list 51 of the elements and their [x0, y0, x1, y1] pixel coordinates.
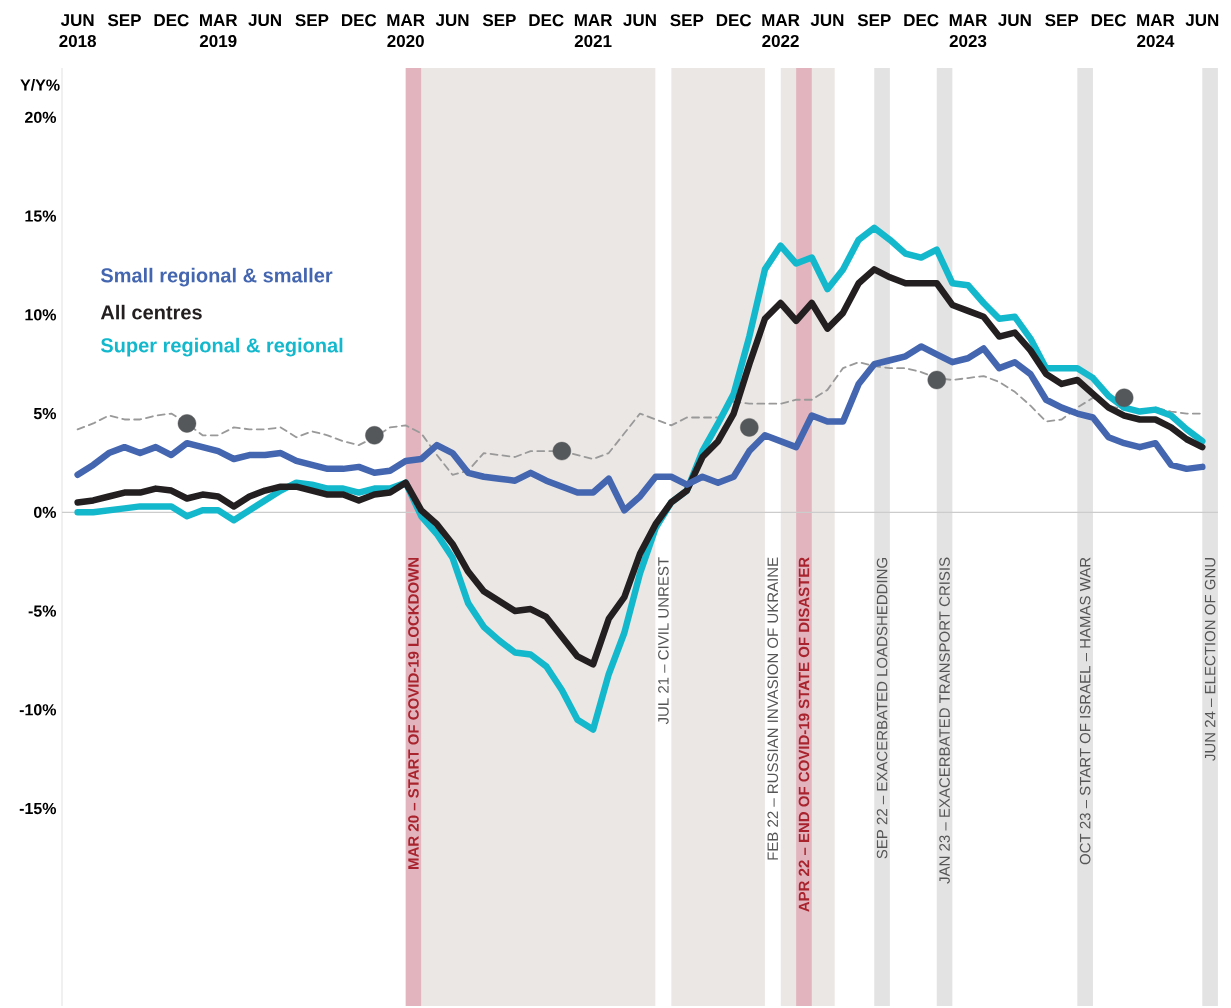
x-tick-label: JUN [1185, 14, 1219, 27]
x-tick-label: JUN 2018 [59, 14, 97, 48]
point [365, 426, 384, 445]
band-label: JAN 23 – EXACERBATED TRANSPORT CRISIS [939, 557, 950, 884]
x-tick-label: SEP [857, 14, 891, 27]
x-tick-label: MAR 2024 [1137, 14, 1175, 48]
x-tick-label: DEC [1091, 14, 1127, 27]
text: Small regional & smaller [100, 267, 333, 287]
x-tick-label: DEC [341, 14, 377, 27]
text: All centres [100, 304, 202, 320]
y-tick-label: 0% [33, 506, 57, 518]
x-tick-label: MAR 2021 [574, 14, 613, 48]
x-tick-label: DEC [154, 14, 189, 27]
x-tick-label: JUN [248, 14, 281, 27]
x-tick-label: MAR 2019 [199, 14, 238, 48]
band-label: OCT 23 – START OF ISRAEL – HAMAS WAR [1079, 557, 1091, 865]
text: Super regional & regional [100, 337, 343, 357]
y-tick-label: 20% [25, 111, 57, 124]
x-tick-label: SEP [295, 14, 329, 27]
point [927, 370, 946, 390]
x-tick-label: MAR 2023 [949, 14, 988, 48]
x-tick-label: JUN [435, 14, 469, 27]
x-tick-label: DEC [904, 14, 939, 27]
y-tick-label: -5% [28, 605, 57, 617]
y-tick-label: 15% [25, 210, 57, 222]
x-tick-label: JUN [623, 14, 656, 27]
y-tick-label: 5% [33, 407, 57, 420]
point [177, 414, 197, 433]
y-axis-title: Y/Y% [20, 78, 60, 91]
y-tick-label: 10% [25, 309, 57, 321]
band-label: MAR 20 – START OF COVID-19 LOCKDOWN [408, 557, 419, 869]
point [552, 441, 572, 461]
band-label: SEP 22 – EXACERBATED LOADSHEDDING [876, 558, 888, 859]
band-label: JUN 24 – ELECTION OF GNU [1204, 558, 1216, 761]
point [1115, 388, 1134, 407]
band-label: JUL 21 – CIVIL UNREST [658, 557, 669, 725]
x-tick-label: DEC [716, 14, 752, 27]
x-tick-label: MAR 2022 [762, 14, 800, 48]
x-tick-label: JUN [998, 14, 1031, 27]
y-tick-label: -10% [19, 704, 57, 716]
band-label: APR 22 – END OF COVID-19 STATE OF DISASTER [798, 557, 810, 912]
x-tick-label: JUN [810, 14, 844, 27]
band-label: FEB 22 – RUSSIAN INVASION OF UKRAINE [767, 557, 779, 860]
x-tick-label: MAR 2020 [387, 14, 425, 48]
point [740, 418, 759, 437]
y-tick-label: -15% [19, 802, 57, 815]
x-tick-label: SEP [1045, 14, 1079, 27]
x-tick-label: SEP [107, 14, 141, 27]
x-tick-label: SEP [670, 14, 704, 27]
x-tick-label: DEC [529, 14, 564, 27]
x-tick-label: SEP [482, 14, 516, 27]
